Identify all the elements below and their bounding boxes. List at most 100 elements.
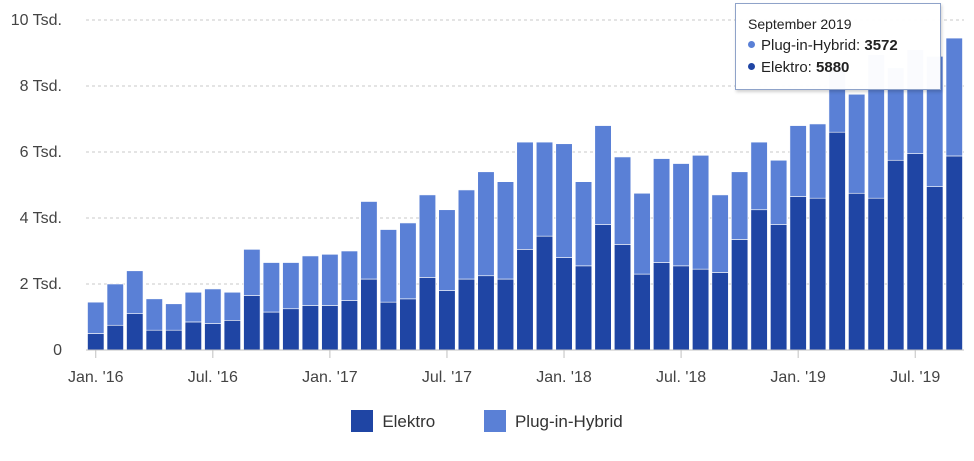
bar-plug-in-hybrid[interactable] <box>594 125 612 225</box>
bar-elektro[interactable] <box>613 244 632 351</box>
bar-plug-in-hybrid[interactable] <box>516 141 534 250</box>
bar-elektro[interactable] <box>106 324 124 351</box>
bar-plug-in-hybrid[interactable] <box>204 288 222 324</box>
bar-elektro[interactable] <box>809 197 827 351</box>
bar-plug-in-hybrid[interactable] <box>750 141 768 211</box>
bar-elektro[interactable] <box>828 131 846 351</box>
tooltip-elektro-label: Elektro: <box>761 59 812 76</box>
bar-elektro[interactable] <box>926 186 944 351</box>
legend-label-plug-in-hybrid: Plug-in-Hybrid <box>514 412 623 431</box>
y-axis-tick-labels: 0 2 Tsd. 4 Tsd. 6 Tsd. 8 Tsd. 10 Tsd. <box>11 12 62 359</box>
bar-plug-in-hybrid[interactable] <box>457 189 476 280</box>
bar-elektro[interactable] <box>633 273 651 351</box>
bar-plug-in-hybrid[interactable] <box>282 262 300 310</box>
bar-elektro[interactable] <box>87 333 105 351</box>
tooltip-elektro-value: 5880 <box>816 59 850 76</box>
bar-elektro[interactable] <box>750 209 768 351</box>
bar-elektro[interactable] <box>301 305 319 351</box>
bar-plug-in-hybrid[interactable] <box>613 156 632 245</box>
bar-plug-in-hybrid[interactable] <box>731 171 749 240</box>
bar-elektro[interactable] <box>282 308 300 351</box>
bar-elektro[interactable] <box>360 278 378 351</box>
bar-plug-in-hybrid[interactable] <box>555 143 573 258</box>
bar-plug-in-hybrid[interactable] <box>243 249 261 296</box>
bar-elektro[interactable] <box>438 290 456 351</box>
bar-elektro[interactable] <box>887 159 905 351</box>
legend-item-plug-in-hybrid[interactable]: Plug-in-Hybrid <box>483 410 623 432</box>
legend-item-elektro[interactable]: Elektro <box>351 410 435 432</box>
bar-plug-in-hybrid[interactable] <box>672 163 690 267</box>
bar-elektro[interactable] <box>535 235 554 351</box>
bar-plug-in-hybrid[interactable] <box>945 37 963 157</box>
bar-plug-in-hybrid[interactable] <box>126 270 144 314</box>
bar-plug-in-hybrid[interactable] <box>418 194 437 278</box>
bar-elektro[interactable] <box>867 197 885 351</box>
bar-elektro[interactable] <box>789 196 807 351</box>
bar-plug-in-hybrid[interactable] <box>574 181 593 267</box>
bar-plug-in-hybrid[interactable] <box>477 171 495 277</box>
bar-plug-in-hybrid[interactable] <box>496 181 515 280</box>
bar-plug-in-hybrid[interactable] <box>653 158 671 263</box>
bar-elektro[interactable] <box>184 321 202 351</box>
bar-elektro[interactable] <box>321 305 339 351</box>
bar-plug-in-hybrid[interactable] <box>789 125 807 197</box>
bar-plug-in-hybrid[interactable] <box>633 192 651 275</box>
bar-elektro[interactable] <box>516 249 534 351</box>
bar-elektro[interactable] <box>848 192 866 351</box>
bar-plug-in-hybrid[interactable] <box>711 194 729 273</box>
legend: Elektro Plug-in-Hybrid <box>0 410 974 432</box>
bar-plug-in-hybrid[interactable] <box>145 298 163 331</box>
bar-plug-in-hybrid[interactable] <box>165 303 183 331</box>
bar-elektro[interactable] <box>574 265 593 351</box>
bar-plug-in-hybrid[interactable] <box>340 250 358 301</box>
bar-elektro[interactable] <box>243 295 261 351</box>
bar-plug-in-hybrid[interactable] <box>106 283 124 326</box>
bar-elektro[interactable] <box>653 262 671 351</box>
phev-dot-icon <box>748 41 755 48</box>
bar-plug-in-hybrid[interactable] <box>321 254 339 306</box>
bar-elektro[interactable] <box>165 329 183 351</box>
bar-elektro[interactable] <box>204 323 222 351</box>
bar-elektro[interactable] <box>945 155 963 351</box>
bar-elektro[interactable] <box>379 301 397 351</box>
bar-plug-in-hybrid[interactable] <box>809 123 827 199</box>
bar-elektro[interactable] <box>477 275 495 351</box>
bar-plug-in-hybrid[interactable] <box>379 229 397 303</box>
x-tick-label: Jan. '19 <box>770 369 826 386</box>
x-axis-ticks: Jan. '16 Jul. '16 Jan. '17 Jul. '17 Jan. '18… <box>68 350 940 386</box>
bar-elektro[interactable] <box>906 153 924 351</box>
bar-elektro[interactable] <box>457 278 476 351</box>
bar-plug-in-hybrid[interactable] <box>438 209 456 291</box>
bar-elektro[interactable] <box>399 298 417 351</box>
bar-elektro[interactable] <box>594 224 612 351</box>
x-tick-label: Jan. '17 <box>302 369 358 386</box>
tooltip-phev-label: Plug-in-Hybrid: <box>761 37 861 54</box>
bar-plug-in-hybrid[interactable] <box>184 291 202 323</box>
bar-elektro[interactable] <box>672 265 690 351</box>
bar-elektro[interactable] <box>340 300 358 351</box>
bar-plug-in-hybrid[interactable] <box>262 262 280 313</box>
bar-plug-in-hybrid[interactable] <box>848 93 866 194</box>
bar-plug-in-hybrid[interactable] <box>399 222 417 300</box>
bar-elektro[interactable] <box>555 257 573 351</box>
tooltip-title: September 2019 <box>748 16 852 32</box>
bar-plug-in-hybrid[interactable] <box>692 155 710 270</box>
bar-plug-in-hybrid[interactable] <box>87 301 105 334</box>
bar-elektro[interactable] <box>145 329 163 351</box>
bar-plug-in-hybrid[interactable] <box>223 291 241 321</box>
elektro-swatch-icon <box>351 410 374 432</box>
bar-elektro[interactable] <box>692 268 710 351</box>
bar-elektro[interactable] <box>418 277 437 351</box>
bar-elektro[interactable] <box>262 311 280 351</box>
bar-elektro[interactable] <box>770 224 788 351</box>
bar-plug-in-hybrid[interactable] <box>770 159 788 225</box>
bar-plug-in-hybrid[interactable] <box>360 201 378 280</box>
bar-elektro[interactable] <box>711 272 729 351</box>
bar-elektro[interactable] <box>223 319 241 351</box>
bar-elektro[interactable] <box>731 239 749 351</box>
bar-plug-in-hybrid[interactable] <box>301 255 319 306</box>
bar-elektro[interactable] <box>126 313 144 351</box>
bar-elektro[interactable] <box>496 278 515 351</box>
bar-plug-in-hybrid[interactable] <box>535 141 554 237</box>
